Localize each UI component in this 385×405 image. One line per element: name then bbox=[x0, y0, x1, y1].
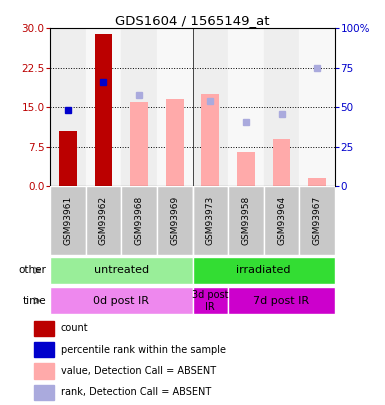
Bar bbox=[273, 139, 290, 186]
Text: 7d post IR: 7d post IR bbox=[253, 296, 310, 306]
Text: count: count bbox=[61, 324, 89, 333]
Bar bbox=[166, 100, 184, 186]
Bar bbox=[50, 186, 85, 255]
Bar bbox=[50, 28, 85, 186]
Bar bbox=[192, 287, 228, 314]
Text: GSM93969: GSM93969 bbox=[170, 196, 179, 245]
Bar bbox=[34, 363, 54, 379]
Text: time: time bbox=[23, 296, 46, 306]
Bar bbox=[34, 342, 54, 357]
Text: percentile rank within the sample: percentile rank within the sample bbox=[61, 345, 226, 355]
Text: 3d post
IR: 3d post IR bbox=[192, 290, 229, 311]
Bar bbox=[85, 186, 121, 255]
Text: GSM93968: GSM93968 bbox=[135, 196, 144, 245]
Text: GSM93973: GSM93973 bbox=[206, 196, 215, 245]
Bar bbox=[85, 28, 121, 186]
Bar bbox=[95, 34, 112, 186]
Bar bbox=[34, 321, 54, 336]
Text: value, Detection Call = ABSENT: value, Detection Call = ABSENT bbox=[61, 366, 216, 376]
Bar bbox=[157, 28, 192, 186]
Bar bbox=[300, 186, 335, 255]
Text: untreated: untreated bbox=[94, 265, 149, 275]
Bar bbox=[264, 28, 300, 186]
Bar bbox=[237, 152, 255, 186]
Bar bbox=[300, 28, 335, 186]
Bar bbox=[192, 186, 228, 255]
Bar bbox=[50, 257, 192, 284]
Text: GSM93962: GSM93962 bbox=[99, 196, 108, 245]
Text: irradiated: irradiated bbox=[236, 265, 291, 275]
Bar bbox=[192, 257, 335, 284]
Bar bbox=[228, 287, 335, 314]
Text: rank, Detection Call = ABSENT: rank, Detection Call = ABSENT bbox=[61, 387, 211, 397]
Bar bbox=[59, 131, 77, 186]
Bar bbox=[121, 186, 157, 255]
Bar bbox=[264, 186, 300, 255]
Text: GSM93964: GSM93964 bbox=[277, 196, 286, 245]
Bar bbox=[130, 102, 148, 186]
Text: other: other bbox=[18, 265, 46, 275]
Bar bbox=[157, 186, 192, 255]
Bar bbox=[192, 28, 228, 186]
Bar bbox=[34, 385, 54, 400]
Bar bbox=[228, 28, 264, 186]
Bar bbox=[201, 94, 219, 186]
Bar bbox=[50, 287, 192, 314]
Text: GSM93958: GSM93958 bbox=[241, 196, 250, 245]
Text: 0d post IR: 0d post IR bbox=[93, 296, 149, 306]
Bar bbox=[121, 28, 157, 186]
Text: GSM93961: GSM93961 bbox=[64, 196, 72, 245]
Title: GDS1604 / 1565149_at: GDS1604 / 1565149_at bbox=[115, 14, 270, 27]
Bar bbox=[308, 178, 326, 186]
Text: GSM93967: GSM93967 bbox=[313, 196, 321, 245]
Bar bbox=[228, 186, 264, 255]
